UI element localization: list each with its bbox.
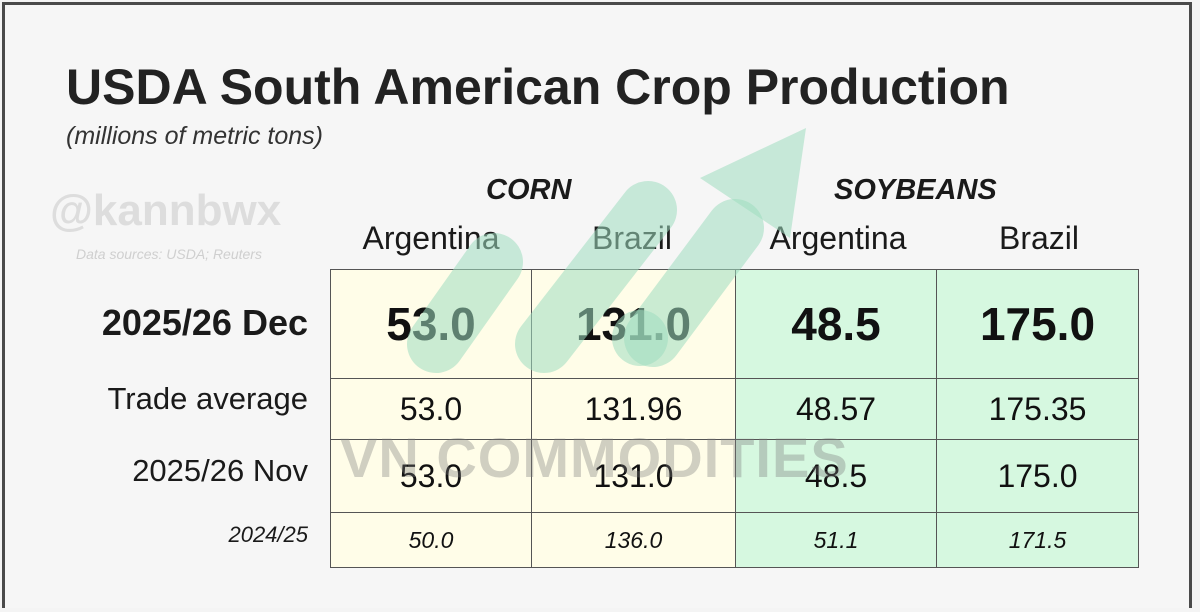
cell-nov-corn-argentina: 53.0 [330,439,532,513]
cell-prior-corn-brazil: 136.0 [531,512,736,568]
cell-avg-soy-brazil: 175.35 [936,378,1139,440]
row-label-prior-year: 2024/25 [228,522,308,547]
production-table: 53.0 131.0 48.5 175.0 53.0 131.96 48.57 … [330,269,1139,568]
cell-avg-corn-brazil: 131.96 [531,378,736,440]
cell-dec-soy-brazil: 175.0 [936,269,1139,379]
group-label-soybeans: SOYBEANS [834,174,997,206]
column-header-soy-argentina: Argentina [769,220,907,256]
row-label-nov: 2025/26 Nov [132,453,308,488]
table-row: 53.0 131.0 48.5 175.0 [330,269,1139,379]
cell-nov-soy-brazil: 175.0 [936,439,1139,513]
column-header-corn-brazil: Brazil [591,220,672,256]
chart-subtitle: (millions of metric tons) [66,122,323,150]
group-label-corn: CORN [486,174,572,206]
cell-prior-soy-brazil: 171.5 [936,512,1139,568]
cell-dec-soy-argentina: 48.5 [735,269,937,379]
author-handle-watermark: @kannbwx [50,186,282,235]
cell-nov-soy-argentina: 48.5 [735,439,937,513]
chart-title: USDA South American Crop Production [66,59,1010,115]
cell-avg-corn-argentina: 53.0 [330,378,532,440]
row-label-dec: 2025/26 Dec [101,302,308,343]
data-sources-note: Data sources: USDA; Reuters [76,246,262,262]
cell-nov-corn-brazil: 131.0 [531,439,736,513]
cell-dec-corn-brazil: 131.0 [531,269,736,379]
cell-prior-soy-argentina: 51.1 [735,512,937,568]
table-row: 53.0 131.0 48.5 175.0 [330,439,1139,513]
table-row: 53.0 131.96 48.57 175.35 [330,378,1139,440]
column-header-corn-argentina: Argentina [362,220,500,256]
cell-avg-soy-argentina: 48.57 [735,378,937,440]
table-row: 50.0 136.0 51.1 171.5 [330,512,1139,568]
row-label-trade-average: Trade average [107,381,308,416]
cell-prior-corn-argentina: 50.0 [330,512,532,568]
cell-dec-corn-argentina: 53.0 [330,269,532,379]
column-header-soy-brazil: Brazil [998,220,1079,256]
